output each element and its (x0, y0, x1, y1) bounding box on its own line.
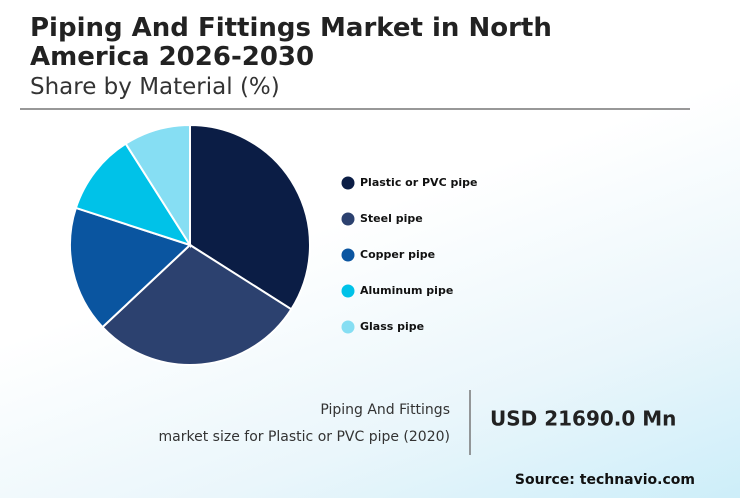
legend-label: Copper pipe (360, 248, 435, 261)
chart-subtitle: Share by Material (%) (30, 74, 280, 100)
pie-slice (101, 243, 293, 366)
legend-label: Aluminum pipe (360, 284, 453, 297)
source: Source: technavio.com (515, 472, 695, 488)
legend-marker (341, 248, 355, 262)
legend-label: Plastic or PVC pipe (360, 176, 477, 189)
legend-marker (341, 212, 355, 226)
legend-marker (341, 176, 355, 190)
callout-value: USD 21690.0 Mn (490, 407, 676, 431)
pie-slice (124, 123, 191, 249)
legend-label: Glass pipe (360, 320, 424, 333)
legend-marker (341, 284, 355, 298)
legend-marker (341, 320, 355, 334)
chart-title: Piping And Fittings Market in North Amer… (30, 13, 552, 72)
legend-label: Steel pipe (360, 212, 423, 225)
pie-slice (69, 206, 192, 329)
pie-slice (74, 142, 193, 247)
callout-label: market size for Plastic or PVC pipe (202… (159, 429, 450, 445)
callout-label: Piping And Fittings (320, 402, 450, 418)
